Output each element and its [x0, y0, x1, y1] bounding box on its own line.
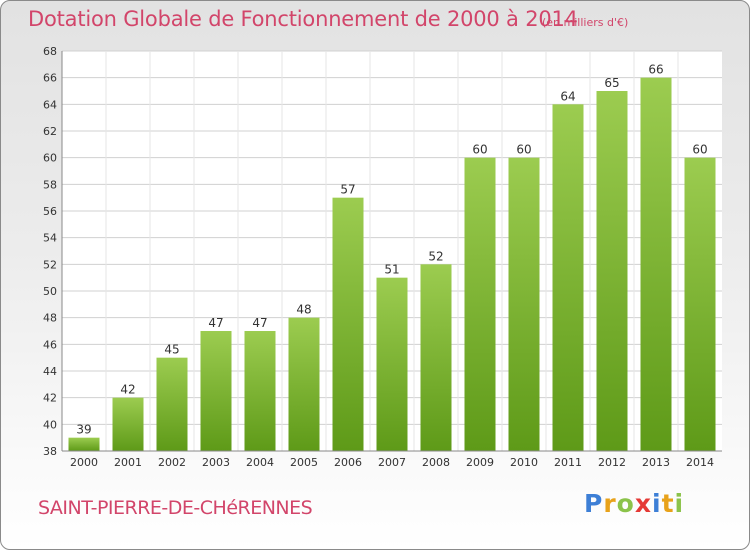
bar-value-label: 60 [516, 143, 531, 157]
bar [332, 197, 364, 451]
y-tick-label: 42 [43, 392, 57, 405]
y-tick-label: 60 [43, 152, 57, 165]
x-tick-label: 2007 [378, 456, 406, 469]
x-tick-label: 2013 [642, 456, 670, 469]
bar [508, 157, 540, 451]
y-tick-label: 52 [43, 258, 57, 271]
bar [200, 331, 232, 451]
bar-value-label: 51 [384, 263, 399, 277]
bar-value-label: 42 [120, 383, 135, 397]
bar-value-label: 66 [648, 63, 663, 77]
logo-letter: i [652, 489, 662, 518]
bar-value-label: 57 [340, 183, 355, 197]
bar-value-label: 65 [604, 76, 619, 90]
bar [596, 91, 628, 451]
bar [464, 157, 496, 451]
y-tick-label: 46 [43, 338, 57, 351]
x-tick-label: 2010 [510, 456, 538, 469]
y-tick-label: 54 [43, 232, 57, 245]
commune-name: SAINT-PIERRE-DE-CHéRENNES [38, 497, 313, 519]
x-tick-label: 2001 [114, 456, 142, 469]
logo-letter: o [616, 489, 635, 518]
bar-value-label: 64 [560, 89, 575, 103]
bar [420, 264, 452, 451]
proxiti-logo: Proxiti [584, 489, 684, 518]
y-tick-label: 44 [43, 365, 57, 378]
x-tick-label: 2004 [246, 456, 274, 469]
x-tick-label: 2002 [158, 456, 186, 469]
bar [376, 277, 408, 451]
bar [68, 437, 100, 451]
bar [156, 357, 188, 451]
y-tick-label: 68 [43, 45, 57, 58]
logo-letter: i [674, 489, 685, 518]
x-tick-label: 2005 [290, 456, 318, 469]
bar-value-label: 47 [252, 316, 267, 330]
bar-value-label: 39 [76, 423, 91, 437]
y-tick-label: 56 [43, 205, 57, 218]
bar [112, 397, 144, 451]
bar [684, 157, 716, 451]
y-tick-label: 40 [43, 418, 57, 431]
y-tick-label: 66 [43, 72, 57, 85]
logo-letter: t [661, 489, 675, 518]
y-tick-label: 50 [43, 285, 57, 298]
x-tick-label: 2009 [466, 456, 494, 469]
bar-value-label: 48 [296, 303, 311, 317]
x-tick-label: 2014 [686, 456, 714, 469]
x-tick-label: 2000 [70, 456, 98, 469]
chart-title: Dotation Globale de Fonctionnement de 20… [28, 7, 578, 31]
bar-value-label: 60 [472, 143, 487, 157]
x-tick-label: 2006 [334, 456, 362, 469]
logo-letter: x [634, 489, 652, 518]
bar [244, 331, 276, 451]
y-tick-label: 62 [43, 125, 57, 138]
chart-subtitle: (en milliers d'€) [542, 16, 629, 29]
bar-value-label: 45 [164, 343, 179, 357]
y-tick-label: 64 [43, 98, 57, 111]
bar-value-label: 47 [208, 316, 223, 330]
y-tick-label: 38 [43, 445, 57, 458]
x-tick-label: 2008 [422, 456, 450, 469]
bar-value-label: 52 [428, 249, 443, 263]
bar [288, 317, 320, 451]
x-tick-label: 2011 [554, 456, 582, 469]
bar [552, 104, 584, 451]
y-tick-label: 58 [43, 178, 57, 191]
bar [640, 77, 672, 452]
logo-letter: P [584, 489, 604, 518]
logo-letter: r [603, 489, 617, 518]
y-tick-label: 48 [43, 312, 57, 325]
bar-value-label: 60 [692, 143, 707, 157]
x-tick-label: 2012 [598, 456, 626, 469]
x-tick-label: 2003 [202, 456, 230, 469]
